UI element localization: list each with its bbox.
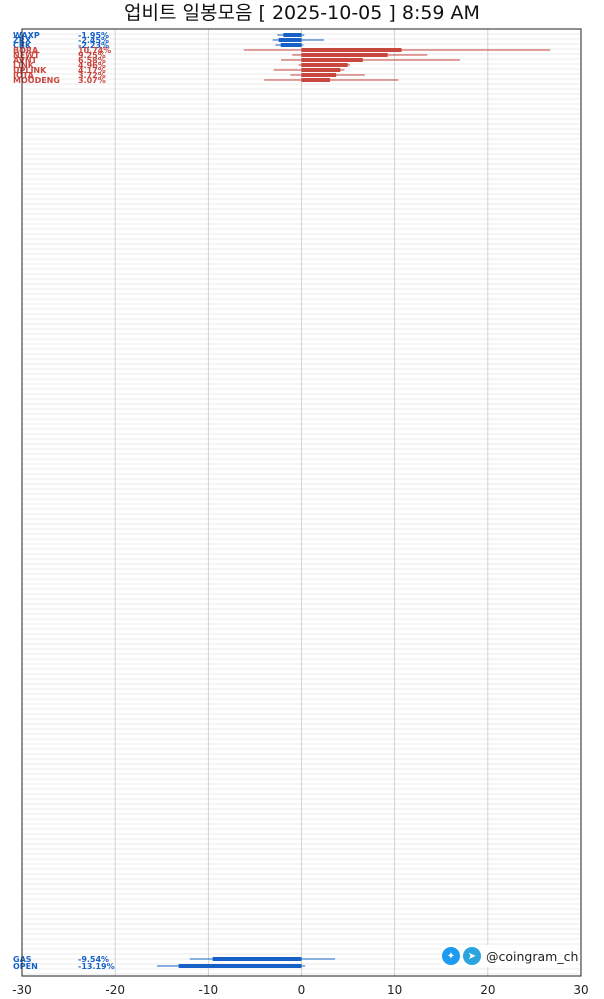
value-label: 4.96% <box>78 61 106 70</box>
plot-frame <box>21 28 582 977</box>
category-label: UPLINK <box>13 66 47 75</box>
x-tick-label: 10 <box>387 983 402 997</box>
category-label: MOODENG <box>13 76 60 85</box>
x-tick-label: 30 <box>573 983 588 997</box>
category-label: IOTA <box>13 71 35 80</box>
value-label: -13.19% <box>78 962 115 971</box>
category-label: NEWT <box>13 51 40 60</box>
value-label: 3.72% <box>78 71 106 80</box>
grid-lines <box>21 29 582 976</box>
twitter-icon: ✦ <box>442 947 460 965</box>
x-tick-label: -20 <box>105 983 125 997</box>
bar <box>283 33 302 37</box>
value-label: 4.17% <box>78 66 106 75</box>
value-label: -9.54% <box>78 955 109 964</box>
bar <box>212 957 302 961</box>
category-label: BORA <box>13 46 39 55</box>
value-label: 9.25% <box>78 51 106 60</box>
telegram-icon: ➤ <box>463 947 481 965</box>
x-tick-label: -30 <box>12 983 32 997</box>
x-tick-label: -10 <box>199 983 219 997</box>
bars <box>157 33 551 968</box>
value-label: -2.45% <box>78 36 109 45</box>
category-label: LINK <box>13 61 35 70</box>
bar <box>301 78 331 82</box>
category-label: OPEN <box>13 962 38 971</box>
x-tick-label: 20 <box>480 983 495 997</box>
bar <box>301 53 388 57</box>
value-label: -1.95% <box>78 31 109 40</box>
bar <box>301 58 363 62</box>
category-label: AVNT <box>13 56 38 65</box>
value-label: 3.07% <box>78 76 106 85</box>
bar <box>301 63 348 67</box>
value-label: -2.23% <box>78 41 109 50</box>
value-label: 10.74% <box>78 46 111 55</box>
watermark: ✦ ➤ @coingram_ch <box>442 945 579 967</box>
bar <box>178 964 302 968</box>
category-label: WAXP <box>13 31 40 40</box>
bar <box>280 43 302 47</box>
bar-labels: WAXP -1.95%ZRX -2.45%CBK -2.23%BORA 10.74%NE… <box>13 31 115 971</box>
bar <box>301 68 341 72</box>
bar <box>301 48 402 52</box>
bar <box>278 38 302 42</box>
bar <box>301 73 337 77</box>
x-axis: -30 -20 -10 0 10 20 30 <box>12 983 588 997</box>
value-label: 6.58% <box>78 56 106 65</box>
chart-title: 업비트 일봉모음 [ 2025-10-05 ] 8:59 AM <box>124 2 480 24</box>
watermark-text: @coingram_ch <box>486 948 579 964</box>
x-tick-label: 0 <box>298 983 306 997</box>
